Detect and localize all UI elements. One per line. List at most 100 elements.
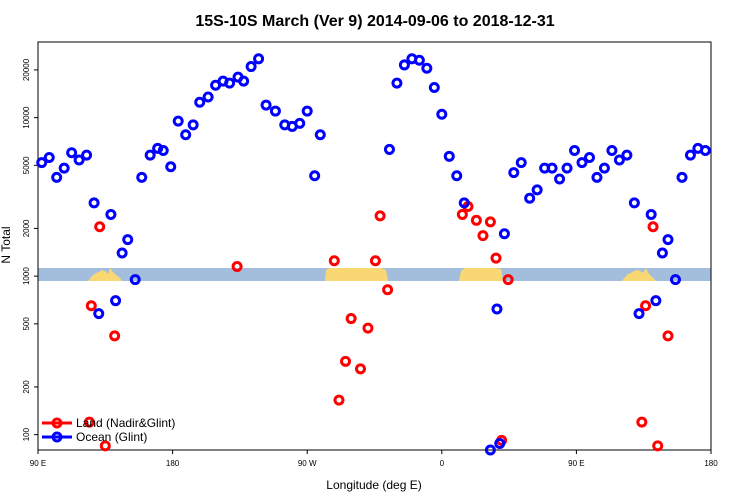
land-point bbox=[502, 274, 514, 286]
land-point bbox=[362, 322, 374, 334]
land-mask bbox=[38, 268, 711, 281]
chart-title: 15S-10S March (Ver 9) 2014-09-06 to 2018… bbox=[195, 13, 554, 30]
ocean-point bbox=[144, 149, 156, 161]
ocean-point bbox=[421, 62, 433, 74]
land-point bbox=[636, 416, 648, 428]
x-axis: 90 E 180 90 W 0 90 E 180 bbox=[30, 450, 718, 468]
ocean-point bbox=[398, 59, 410, 71]
ocean-point bbox=[294, 117, 306, 129]
land-patch bbox=[459, 268, 503, 281]
y-tick-label: 200 bbox=[22, 380, 31, 394]
x-axis-label: Longitude (deg E) bbox=[326, 478, 421, 492]
ocean-point bbox=[73, 154, 85, 166]
land-point bbox=[490, 252, 502, 264]
ocean-point bbox=[684, 149, 696, 161]
y-tick-label: 2000 bbox=[22, 219, 31, 237]
ocean-point bbox=[301, 105, 313, 117]
ocean-point bbox=[165, 161, 177, 173]
land-point bbox=[354, 363, 366, 375]
land-point bbox=[83, 416, 95, 428]
ocean-point bbox=[36, 157, 48, 169]
ocean-point bbox=[314, 129, 326, 141]
x-tick-label: 180 bbox=[704, 459, 718, 468]
land-point bbox=[231, 261, 243, 273]
x-tick-label: 180 bbox=[166, 459, 180, 468]
land-point bbox=[662, 330, 674, 342]
series-land bbox=[83, 200, 674, 452]
y-tick-label: 1000 bbox=[22, 267, 31, 285]
ocean-point bbox=[561, 162, 573, 174]
land-point bbox=[340, 355, 352, 367]
ocean-point bbox=[129, 274, 141, 286]
ocean-point bbox=[491, 303, 503, 315]
land-point bbox=[109, 330, 121, 342]
y-tick-label: 100 bbox=[22, 427, 31, 441]
ocean-point bbox=[662, 234, 674, 246]
ocean-point bbox=[391, 77, 403, 89]
ocean-point bbox=[245, 61, 257, 73]
land-point bbox=[484, 216, 496, 228]
ocean-point bbox=[110, 295, 122, 307]
ocean-point bbox=[583, 152, 595, 164]
ocean-point bbox=[180, 129, 192, 141]
ocean-point bbox=[569, 145, 581, 157]
ocean-point bbox=[116, 247, 128, 259]
ocean-point bbox=[187, 119, 199, 131]
ocean-point bbox=[43, 152, 55, 164]
ocean-point bbox=[494, 437, 506, 449]
land-patch bbox=[622, 268, 656, 281]
ocean-point bbox=[606, 145, 618, 157]
ocean-point bbox=[428, 81, 440, 93]
legend-ocean-marker bbox=[51, 431, 63, 443]
land-point bbox=[99, 440, 111, 452]
ocean-point bbox=[613, 154, 625, 166]
ocean-point bbox=[269, 105, 281, 117]
ocean-point bbox=[524, 192, 536, 204]
ocean-point bbox=[238, 75, 250, 87]
ocean-point bbox=[576, 157, 588, 169]
land-patch bbox=[325, 268, 388, 281]
ocean-point bbox=[58, 162, 70, 174]
ocean-point bbox=[172, 115, 184, 127]
ocean-point bbox=[591, 171, 603, 183]
ocean-point bbox=[105, 208, 117, 220]
ocean-point bbox=[202, 91, 214, 103]
ocean-point bbox=[451, 170, 463, 182]
ocean-point bbox=[645, 208, 657, 220]
ocean-point bbox=[633, 308, 645, 320]
ocean-point bbox=[253, 53, 265, 65]
land-point bbox=[652, 440, 664, 452]
legend: Land (Nadir&Glint) Ocean (Glint) bbox=[42, 416, 175, 444]
ocean-point bbox=[81, 149, 93, 161]
ocean-point bbox=[122, 234, 134, 246]
legend-land-label: Land (Nadir&Glint) bbox=[76, 416, 175, 430]
land-point bbox=[374, 210, 386, 222]
land-point bbox=[94, 221, 106, 233]
ocean-point bbox=[515, 157, 527, 169]
land-point bbox=[369, 255, 381, 267]
ocean-point bbox=[194, 96, 206, 108]
ocean-point bbox=[66, 147, 78, 159]
ocean-point bbox=[598, 162, 610, 174]
ocean-point bbox=[508, 167, 520, 179]
land-point bbox=[470, 214, 482, 226]
ocean-point bbox=[136, 171, 148, 183]
y-tick-label: 5000 bbox=[22, 156, 31, 174]
y-tick-label: 10000 bbox=[22, 106, 31, 129]
ocean-point bbox=[51, 171, 63, 183]
land-point bbox=[85, 300, 97, 312]
ocean-point bbox=[484, 444, 496, 456]
land-point bbox=[640, 300, 652, 312]
ocean-point bbox=[88, 197, 100, 209]
y-tick-label: 500 bbox=[22, 317, 31, 331]
ocean-point bbox=[157, 145, 169, 157]
y-axis: 100 200 500 1000 2000 5000 10000 20000 bbox=[22, 58, 38, 441]
land-point bbox=[382, 284, 394, 296]
x-tick-label: 90 E bbox=[568, 459, 584, 468]
ocean-point bbox=[656, 247, 668, 259]
ocean-point bbox=[458, 197, 470, 209]
ocean-point bbox=[676, 171, 688, 183]
ocean-point bbox=[699, 145, 711, 157]
land-point bbox=[328, 255, 340, 267]
plot-frame bbox=[37, 41, 712, 451]
